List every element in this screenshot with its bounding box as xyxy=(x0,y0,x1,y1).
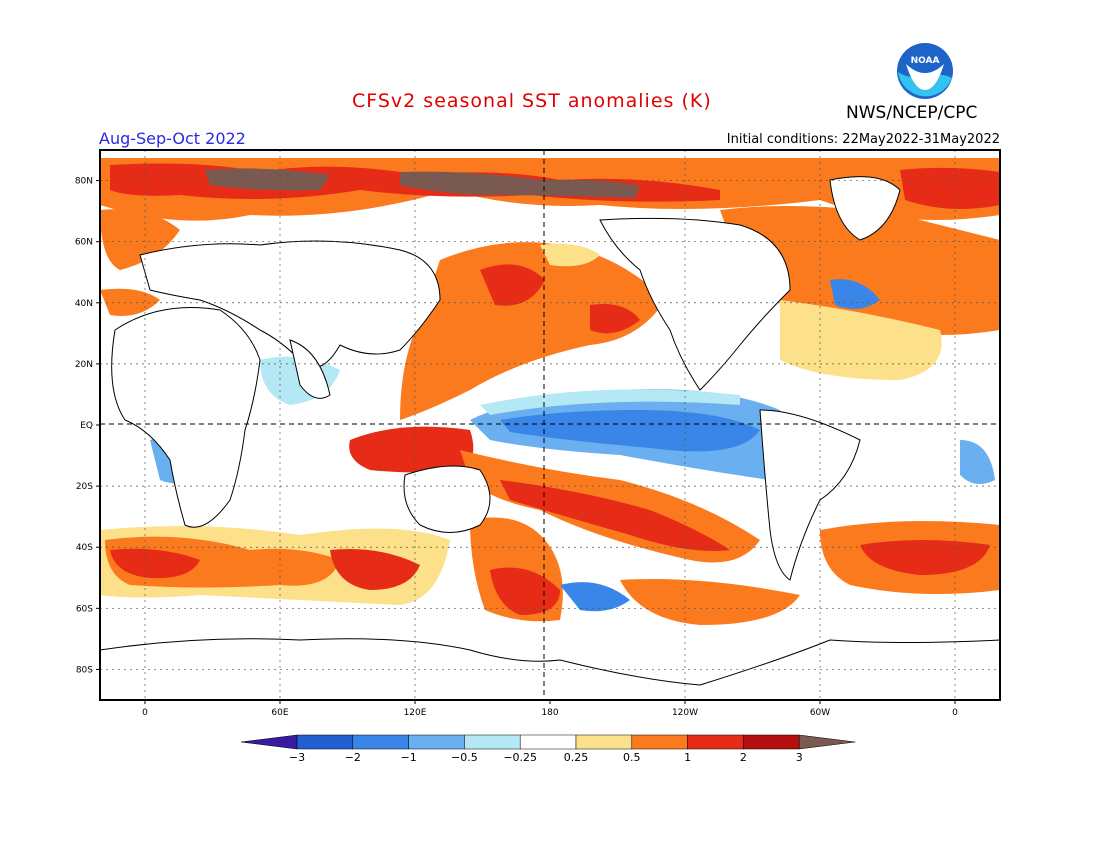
colorbar: −3 −2 −1 −0.5 −0.25 0.25 0.5 1 2 3 xyxy=(240,734,856,764)
colorbar-segment xyxy=(687,734,744,750)
noaa-logo: NOAA xyxy=(897,43,953,99)
season-label: Aug-Sep-Oct 2022 xyxy=(99,129,246,148)
lat-lon-grid xyxy=(100,150,1000,700)
colorbar-segment xyxy=(464,734,521,750)
lon-label: 120E xyxy=(404,708,427,718)
colorbar-label: 0.25 xyxy=(564,751,589,764)
lat-label: 20N xyxy=(75,360,93,370)
colorbar-segment xyxy=(352,734,409,750)
lon-label: 60E xyxy=(271,708,288,718)
colorbar-label: −0.25 xyxy=(503,751,537,764)
lat-label: 40S xyxy=(76,543,93,553)
longitude-labels: 0 60E 120E 180 120W 60W 0 xyxy=(142,700,958,718)
colorbar-segment xyxy=(408,734,465,750)
colorbar-segment xyxy=(296,734,354,750)
latitude-labels: 80N 60N 40N 20N EQ 20S 40S 60S 80S xyxy=(75,177,100,675)
agency-label: NWS/NCEP/CPC xyxy=(846,103,978,123)
lat-label: 40N xyxy=(75,299,93,309)
lat-label: EQ xyxy=(80,421,93,431)
lon-label: 60W xyxy=(810,708,830,718)
lon-label: 0 xyxy=(142,708,148,718)
colorbar-label: 1 xyxy=(684,751,691,764)
map-title: CFSv2 seasonal SST anomalies (K) xyxy=(352,90,712,112)
initial-conditions-label: Initial conditions: 22May2022-31May2022 xyxy=(726,132,1000,147)
lat-label: 80N xyxy=(75,177,93,187)
lat-label: 80S xyxy=(76,665,93,675)
lat-label: 60S xyxy=(76,604,93,614)
colorbar-min-arrow xyxy=(240,734,298,750)
lon-label: 0 xyxy=(952,708,958,718)
colorbar-segment xyxy=(631,734,688,750)
colorbar-segment xyxy=(519,734,577,750)
lat-label: 20S xyxy=(76,482,93,492)
colorbar-segment xyxy=(575,734,633,750)
colorbar-label: −1 xyxy=(400,751,416,764)
colorbar-max-arrow xyxy=(798,734,856,750)
colorbar-label: −0.5 xyxy=(451,751,478,764)
colorbar-segment xyxy=(743,734,800,750)
colorbar-label: 3 xyxy=(796,751,803,764)
lon-label: 180 xyxy=(541,708,558,718)
lat-label: 60N xyxy=(75,238,93,248)
colorbar-label: 0.5 xyxy=(623,751,641,764)
colorbar-label: 2 xyxy=(740,751,747,764)
svg-text:NOAA: NOAA xyxy=(911,56,940,66)
colorbar-label: −3 xyxy=(289,751,305,764)
lon-label: 120W xyxy=(672,708,698,718)
colorbar-label: −2 xyxy=(345,751,361,764)
